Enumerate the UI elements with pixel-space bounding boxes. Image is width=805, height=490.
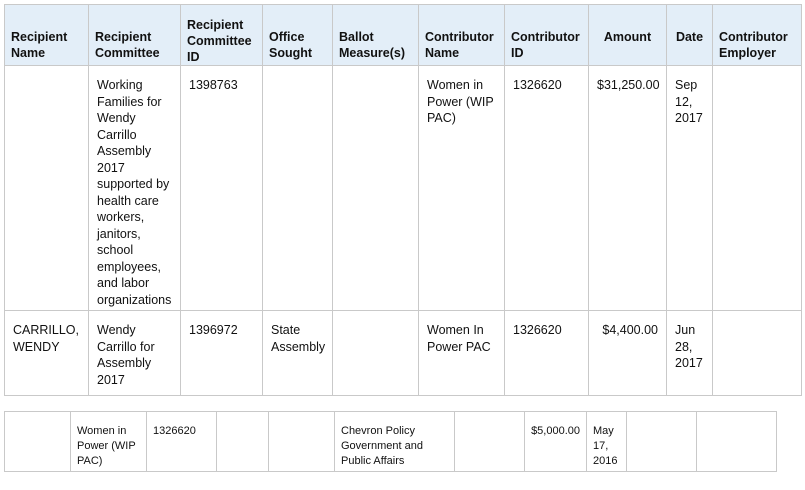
cell-recipient-name — [4, 411, 71, 472]
table-row: Women in Power (WIP PAC) 1326620 Chevron… — [4, 411, 777, 472]
cell-recipient-committee: Working Families for Wendy Carrillo Asse… — [88, 65, 181, 311]
cell-office-sought: State Assembly — [262, 310, 333, 396]
table-row: Working Families for Wendy Carrillo Asse… — [4, 65, 802, 311]
header-date: Date — [666, 4, 713, 66]
cell-contributor-name: Women in Power (WIP PAC) — [418, 65, 505, 311]
cell-contributor-employer — [712, 65, 802, 311]
cell-date: May 17, 2016 — [586, 411, 627, 472]
cell-contributor-id: 1326620 — [146, 411, 217, 472]
header-amount: Amount — [588, 4, 667, 66]
header-row: Recipient Name Recipient Committee Recip… — [4, 4, 802, 66]
cell-contributor-name: Women in Power (WIP PAC) — [70, 411, 147, 472]
cell-ballot-measures — [332, 310, 419, 396]
cell-contributor-employer — [712, 310, 802, 396]
cell-recipient-committee-id: 1398763 — [180, 65, 263, 311]
header-office-sought: Office Sought — [262, 4, 333, 66]
header-recipient-name: Recipient Name — [4, 4, 89, 66]
cell-date: Jun 28, 2017 — [666, 310, 713, 396]
contributions-table: Recipient Name Recipient Committee Recip… — [4, 4, 802, 396]
cell-empty — [268, 411, 335, 472]
header-recipient-committee-id: Recipient Committee ID — [180, 4, 263, 66]
cell-office-sought — [262, 65, 333, 311]
cell-recipient-name: CARRILLO, WENDY — [4, 310, 89, 396]
contributions-table-continued: Women in Power (WIP PAC) 1326620 Chevron… — [4, 411, 777, 472]
table-row: CARRILLO, WENDY Wendy Carrillo for Assem… — [4, 310, 802, 396]
cell-ballot-measures — [332, 65, 419, 311]
cell-recipient-committee-id: 1396972 — [180, 310, 263, 396]
cell-empty — [454, 411, 525, 472]
cell-empty — [696, 411, 777, 472]
cell-recipient-committee: Wendy Carrillo for Assembly 2017 — [88, 310, 181, 396]
cell-empty — [216, 411, 269, 472]
cell-amount: $5,000.00 — [524, 411, 587, 472]
header-recipient-committee: Recipient Committee — [88, 4, 181, 66]
cell-contributor-employer: Chevron Policy Government and Public Aff… — [334, 411, 455, 472]
cell-contributor-name: Women In Power PAC — [418, 310, 505, 396]
header-contributor-id: Contributor ID — [504, 4, 589, 66]
cell-empty — [626, 411, 697, 472]
cell-date: Sep 12, 2017 — [666, 65, 713, 311]
cell-amount: $31,250.00 — [588, 65, 667, 311]
cell-contributor-id: 1326620 — [504, 65, 589, 311]
cell-contributor-id: 1326620 — [504, 310, 589, 396]
header-contributor-employer: Contributor Employer — [712, 4, 802, 66]
header-ballot-measures: Ballot Measure(s) — [332, 4, 419, 66]
header-contributor-name: Contributor Name — [418, 4, 505, 66]
cell-amount: $4,400.00 — [588, 310, 667, 396]
cell-recipient-name — [4, 65, 89, 311]
